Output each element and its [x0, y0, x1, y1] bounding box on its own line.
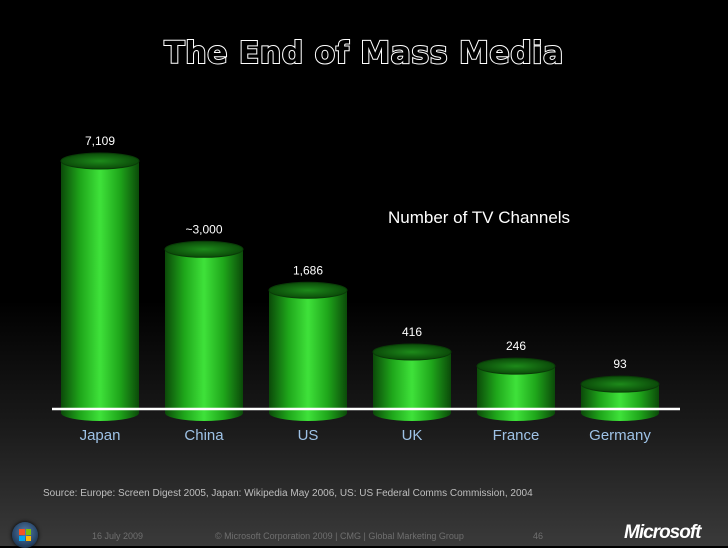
slide-title: The End of Mass Media: [163, 35, 564, 72]
data-label-china: ~3,000: [185, 222, 222, 236]
bar-japan: [60, 152, 140, 421]
bar-china: [164, 240, 244, 421]
source-note: Source: Europe: Screen Digest 2005, Japa…: [43, 488, 533, 499]
category-label-us: US: [298, 427, 319, 444]
data-label-france: 246: [506, 339, 526, 353]
data-label-us: 1,686: [293, 263, 323, 277]
data-label-uk: 416: [402, 325, 422, 339]
category-label-japan: Japan: [80, 427, 121, 444]
bar-uk: [372, 343, 452, 421]
data-label-japan: 7,109: [85, 134, 115, 148]
microsoft-logo: Microsoft: [624, 522, 701, 543]
footer-date: 16 July 2009: [92, 531, 144, 541]
footer-copyright: © Microsoft Corporation 2009 | CMG | Glo…: [215, 531, 464, 541]
page-number: 46: [533, 531, 544, 541]
category-label-china: China: [184, 427, 224, 444]
bar-france: [476, 357, 556, 421]
category-label-uk: UK: [402, 427, 423, 444]
category-label-france: France: [493, 427, 540, 444]
bar-us: [268, 281, 348, 421]
series-label: Number of TV Channels: [388, 208, 571, 227]
category-label-germany: Germany: [589, 427, 651, 444]
data-label-germany: 93: [613, 357, 627, 371]
windows-start-icon[interactable]: [12, 522, 38, 548]
bar-germany: [580, 375, 660, 421]
